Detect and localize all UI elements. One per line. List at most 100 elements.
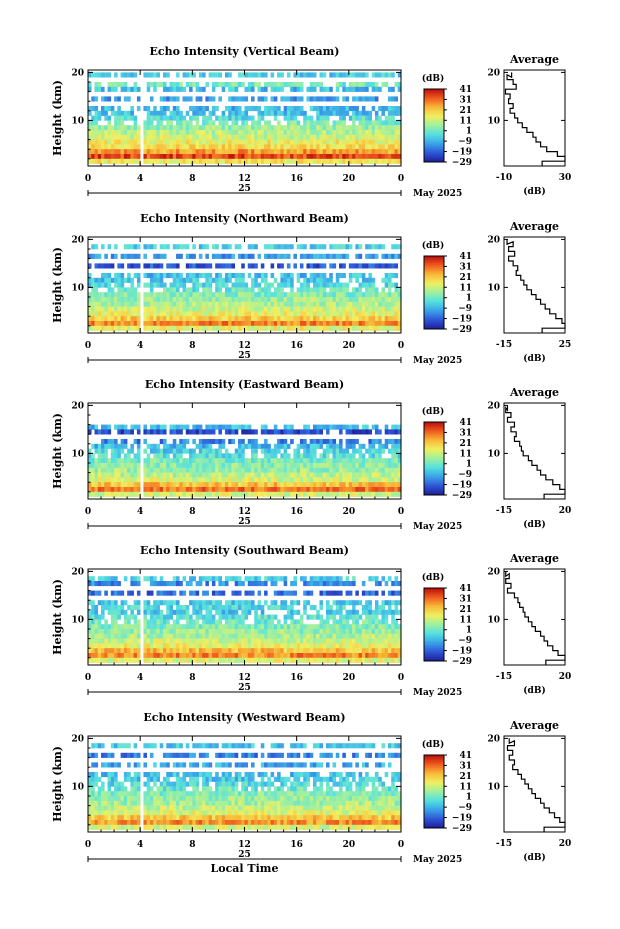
heatmap-cell xyxy=(202,429,206,435)
heatmap-cell xyxy=(211,139,216,145)
heatmap-cell xyxy=(299,429,304,435)
heatmap-cell xyxy=(339,311,343,317)
heatmap-cell xyxy=(348,443,353,449)
heatmap-cell xyxy=(397,624,402,630)
heatmap-cell xyxy=(88,453,92,459)
heatmap-cell xyxy=(381,301,385,307)
heatmap-cell xyxy=(368,467,372,473)
heatmap-cell xyxy=(198,125,203,131)
heatmap-cell xyxy=(234,106,239,112)
heatmap-cell xyxy=(251,590,255,596)
heatmap-cell xyxy=(211,325,216,331)
heatmap-cell xyxy=(312,125,317,131)
heatmap-cell xyxy=(133,120,138,126)
heatmap-cell xyxy=(387,321,392,327)
heatmap-cell xyxy=(365,463,369,469)
heatmap-cell xyxy=(345,624,350,630)
heatmap-cell xyxy=(270,472,275,478)
colorbar-segment xyxy=(424,121,444,125)
heatmap-cell xyxy=(332,325,337,331)
heatmap-cell xyxy=(247,424,252,430)
heatmap-cell xyxy=(218,253,222,259)
heatmap-cell xyxy=(143,120,147,126)
heatmap-cell xyxy=(211,463,216,469)
heatmap-cell xyxy=(273,463,278,469)
heatmap-cell xyxy=(365,277,369,283)
heatmap-cell xyxy=(241,619,245,625)
heatmap-cell xyxy=(104,149,108,155)
heatmap-cell xyxy=(352,424,356,430)
heatmap-cell xyxy=(277,158,281,164)
heatmap-cell xyxy=(361,149,366,155)
heatmap-cell xyxy=(153,130,157,136)
heatmap-cell xyxy=(387,629,392,635)
heatmap-cell xyxy=(309,429,314,435)
colorbar-segment xyxy=(424,453,444,456)
heatmap-cell xyxy=(381,244,385,250)
heatmap-cell xyxy=(221,321,226,327)
heatmap-cell xyxy=(365,134,369,140)
heatmap-cell xyxy=(290,149,294,155)
heatmap-cell xyxy=(335,463,340,469)
heatmap-cell xyxy=(273,576,278,582)
heatmap-cell xyxy=(149,458,154,464)
heatmap-cell xyxy=(335,624,340,630)
heatmap-cell xyxy=(277,297,281,303)
heatmap-cell xyxy=(241,581,245,587)
heatmap-cell xyxy=(257,619,262,625)
heatmap-cell xyxy=(339,282,343,288)
average-x-tick-label: -15 xyxy=(496,340,512,350)
heatmap-cell xyxy=(189,482,193,488)
heatmap-cell xyxy=(326,424,330,430)
heatmap-cell xyxy=(146,244,151,250)
heatmap-cell xyxy=(162,287,167,293)
heatmap-cell xyxy=(156,158,161,164)
heatmap-cell xyxy=(326,86,330,92)
heatmap-cell xyxy=(371,287,376,293)
heatmap-cell xyxy=(110,467,115,473)
heatmap-cell xyxy=(339,576,343,582)
heatmap-cell xyxy=(97,125,102,131)
heatmap-cell xyxy=(91,149,95,155)
heatmap-cell xyxy=(94,253,99,259)
heatmap-cell xyxy=(179,590,183,596)
heatmap-cell xyxy=(345,125,350,131)
heatmap-cell xyxy=(234,82,239,88)
heatmap-cell xyxy=(185,287,190,293)
heatmap-cell xyxy=(244,600,249,606)
heatmap-cell xyxy=(254,325,258,331)
colorbar xyxy=(424,89,444,163)
heatmap-cell xyxy=(352,614,356,620)
heatmap-cell xyxy=(130,491,134,497)
heatmap-cell xyxy=(162,321,167,327)
heatmap-cell xyxy=(136,321,141,327)
heatmap-cell xyxy=(322,292,327,298)
heatmap-cell xyxy=(166,477,170,483)
heatmap-cell xyxy=(355,277,359,283)
heatmap-cell xyxy=(117,297,121,303)
heatmap-cell xyxy=(286,614,291,620)
heatmap-cell xyxy=(244,282,249,288)
heatmap-cell xyxy=(368,609,372,615)
heatmap-cell xyxy=(172,306,177,312)
heatmap-cell xyxy=(391,600,395,606)
heatmap-cell xyxy=(345,424,350,430)
heatmap-cell xyxy=(166,301,170,307)
heatmap-cell xyxy=(224,614,229,620)
heatmap-cell xyxy=(221,134,226,140)
heatmap-cell xyxy=(247,463,252,469)
heatmap-cell xyxy=(202,86,206,92)
heatmap-cell xyxy=(179,253,183,259)
heatmap-cell xyxy=(104,110,108,116)
heatmap-cell xyxy=(215,158,219,164)
heatmap-cell xyxy=(394,439,399,445)
heatmap-cell xyxy=(361,624,366,630)
heatmap-cell xyxy=(117,154,121,160)
heatmap-cell xyxy=(185,139,190,145)
heatmap-cell xyxy=(378,149,382,155)
heatmap-cell xyxy=(254,158,258,164)
heatmap-cell xyxy=(198,325,203,331)
heatmap-cell xyxy=(384,134,389,140)
heatmap-cell xyxy=(381,477,385,483)
heatmap-cell xyxy=(107,134,112,140)
